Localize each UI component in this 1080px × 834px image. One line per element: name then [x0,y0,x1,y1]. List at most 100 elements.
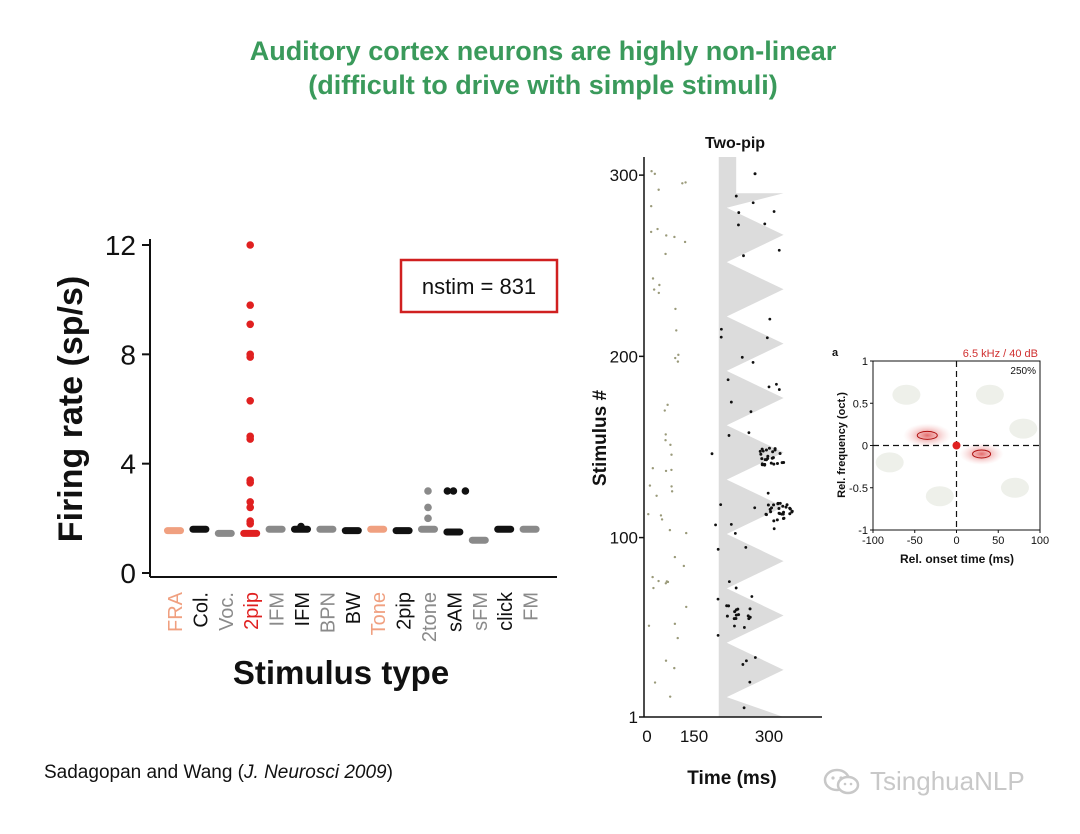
spike-evoked [744,659,748,663]
spike-evoked [734,617,738,621]
data-point [246,520,254,528]
data-point [424,503,432,512]
spike-spontaneous [683,240,687,244]
spike-spontaneous [675,329,678,332]
spike-evoked [733,624,736,628]
spike-evoked [767,385,771,389]
y-tick-label: 4 [120,449,136,480]
spike-evoked [784,505,788,509]
median-bar [316,525,337,533]
x-tick-label: Voc. [216,592,238,631]
spike-evoked [736,607,740,611]
spike-evoked [744,546,748,549]
y-tick-label: 300 [610,166,638,185]
spike-evoked [740,355,744,359]
spike-evoked [778,501,782,505]
spike-spontaneous [652,586,655,590]
spike-evoked [759,452,763,456]
spike-evoked [727,604,731,608]
spike-evoked [737,211,741,214]
spike-spontaneous [664,433,667,436]
spike-evoked [719,335,723,339]
watermark: TsinghuaNLP [822,766,1025,797]
spike-spontaneous [685,531,688,535]
spike-spontaneous [651,467,655,470]
x-tick-label: -50 [907,535,923,547]
strf-peak [903,423,952,448]
background-blob [892,384,921,405]
spike-evoked [772,210,776,213]
data-point [424,487,432,495]
background-blob [925,486,954,507]
spike-evoked [782,516,786,520]
spike-evoked [748,607,752,611]
median-bar [468,536,489,544]
data-point [246,435,254,443]
spike-evoked [763,222,767,226]
stimulus-annotation: 6.5 kHz / 40 dB [963,348,1038,360]
spike-spontaneous [664,439,667,442]
spike-evoked [729,523,733,526]
spike-evoked [760,457,764,461]
spike-evoked [725,614,729,618]
slide-title: Auditory cortex neurons are highly non-l… [0,34,1080,102]
spike-evoked [775,518,779,522]
x-tick-label: 300 [755,727,783,746]
spike-evoked [777,248,781,252]
spike-spontaneous [653,172,657,176]
spike-spontaneous [657,291,661,295]
spike-spontaneous [659,514,663,517]
spike-spontaneous [647,512,650,516]
y-tick-label: 0 [120,558,136,589]
spike-spontaneous [655,494,658,497]
spike-spontaneous [652,288,656,291]
x-tick-label: IFM [292,592,314,626]
spike-evoked [714,523,717,527]
median-bar [418,525,438,533]
strf-contour [972,449,992,459]
spike-evoked [734,586,738,590]
spike-spontaneous [668,695,672,698]
x-tick-label: 150 [680,727,708,746]
x-tick-label: sFM [470,592,492,631]
spike-evoked [785,503,789,507]
spike-evoked [763,458,767,462]
x-axis-label: Rel. onset time (ms) [900,552,1014,566]
spike-evoked [788,512,792,516]
x-tick-label: click [495,591,517,631]
x-tick-label: FRA [165,591,187,632]
x-tick-label: 0 [953,535,959,547]
spike-evoked [775,382,778,386]
spike-spontaneous [674,307,677,311]
spike-spontaneous [650,169,653,173]
spike-spontaneous [664,659,668,662]
spike-evoked [763,463,767,467]
spike-evoked [776,501,780,505]
x-tick-label: Tone [368,592,390,635]
spike-evoked [726,378,730,382]
spike-spontaneous [674,356,677,360]
spike-spontaneous [684,181,687,184]
spike-spontaneous [656,227,659,231]
spike-evoked [780,461,784,465]
spike-spontaneous [673,555,677,559]
x-tick-label: 100 [1031,535,1049,547]
y-axis-label: Firing rate (sp/s) [52,276,90,542]
median-bar [164,527,184,535]
data-point [443,487,452,495]
data-point [461,487,470,495]
spike-spontaneous [663,409,666,412]
spike-evoked [778,452,782,456]
median-bar [189,525,210,533]
spike-evoked [777,511,781,515]
spike-evoked [766,457,770,461]
y-tick-label: 0.5 [853,398,868,410]
spike-spontaneous [669,443,672,447]
spike-evoked [716,633,720,637]
spike-spontaneous [677,353,680,357]
strf-peak [959,442,1004,465]
y-tick-label: 12 [105,230,136,261]
x-tick-label: 2pip [241,592,263,630]
